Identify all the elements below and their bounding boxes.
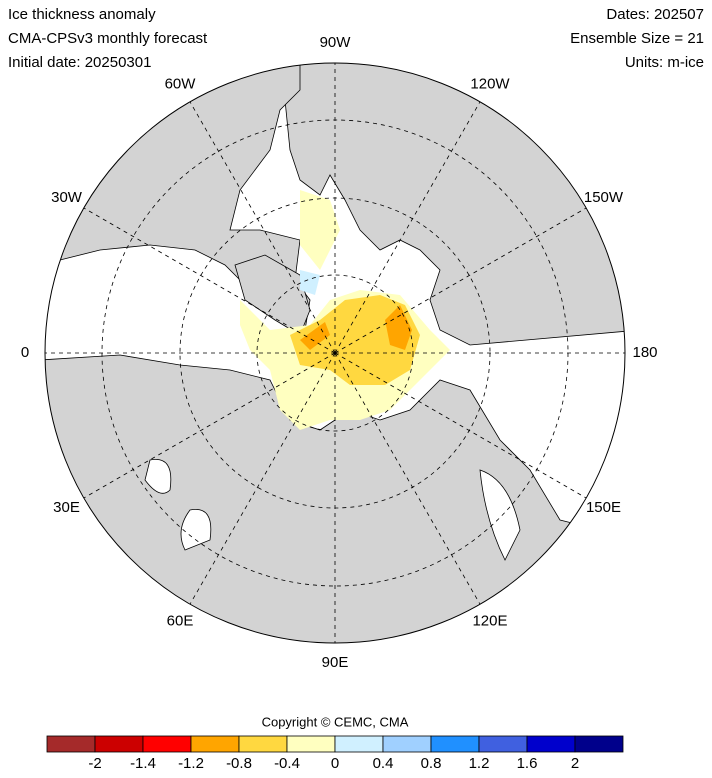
colorbar-label: 0 xyxy=(331,755,339,772)
initial-date: Initial date: 20250301 xyxy=(8,54,151,71)
longitude-label: 150W xyxy=(584,189,624,206)
colorbar-label: 0.4 xyxy=(373,755,394,772)
longitude-label: 60W xyxy=(165,76,197,93)
meridian xyxy=(334,352,481,605)
ice-anomaly xyxy=(300,305,412,350)
subtitle: CMA-CPSv3 monthly forecast xyxy=(8,30,208,47)
longitude-label: 0 xyxy=(21,344,29,361)
longitude-label: 90E xyxy=(322,654,349,671)
colorbar-box xyxy=(46,735,96,753)
longitude-label: 150E xyxy=(586,499,621,516)
colorbar-box xyxy=(334,735,384,753)
title: Ice thickness anomaly xyxy=(8,6,156,23)
longitude-label: 120W xyxy=(470,76,510,93)
colorbar-box xyxy=(142,735,192,753)
longitude-label: 180 xyxy=(632,344,657,361)
meridian xyxy=(189,101,336,354)
colorbar-box xyxy=(286,735,336,753)
colorbar-label: -1.2 xyxy=(178,755,204,772)
colorbar-box xyxy=(94,735,144,753)
meridian xyxy=(334,207,587,354)
colorbar-label: -2 xyxy=(88,755,101,772)
colorbar-label: 2 xyxy=(571,755,579,772)
colorbar-label: -0.8 xyxy=(226,755,252,772)
colorbar-box xyxy=(238,735,288,753)
meridian xyxy=(334,101,481,354)
longitude-label: 90W xyxy=(320,34,352,51)
ice-anomaly xyxy=(300,270,320,295)
colorbar-box xyxy=(478,735,528,753)
colorbar-label: 1.6 xyxy=(517,755,538,772)
copyright: Copyright © CEMC, CMA xyxy=(262,714,409,729)
longitude-label: 60E xyxy=(167,612,194,629)
units: Units: m-ice xyxy=(625,54,704,71)
ensemble-size: Ensemble Size = 21 xyxy=(570,30,704,47)
colorbar: -2 -1.4 -1.2 -0.8 -0.4 0 0.4 0.8 1.2 1.6 2 xyxy=(46,735,624,772)
latitude-circle xyxy=(256,274,414,432)
colorbar-box xyxy=(382,735,432,753)
meridian xyxy=(334,352,587,499)
dates: Dates: 202507 xyxy=(606,6,704,23)
land xyxy=(45,354,625,643)
meridian xyxy=(83,352,336,499)
longitude-label: 30W xyxy=(51,189,83,206)
meridian xyxy=(83,207,336,354)
colorbar-box xyxy=(190,735,240,753)
land xyxy=(234,254,311,336)
colorbar-label: -0.4 xyxy=(274,755,300,772)
map xyxy=(45,63,625,643)
longitude-label: 30E xyxy=(53,499,80,516)
meridian xyxy=(189,352,336,605)
colorbar-box xyxy=(526,735,576,753)
map-border xyxy=(44,62,626,644)
colorbar-label: 0.8 xyxy=(421,755,442,772)
colorbar-label: 1.2 xyxy=(469,755,490,772)
colorbar-label: -1.4 xyxy=(130,755,156,772)
longitude-label: 120E xyxy=(472,612,507,629)
colorbar-box xyxy=(430,735,480,753)
colorbar-box xyxy=(574,735,624,753)
